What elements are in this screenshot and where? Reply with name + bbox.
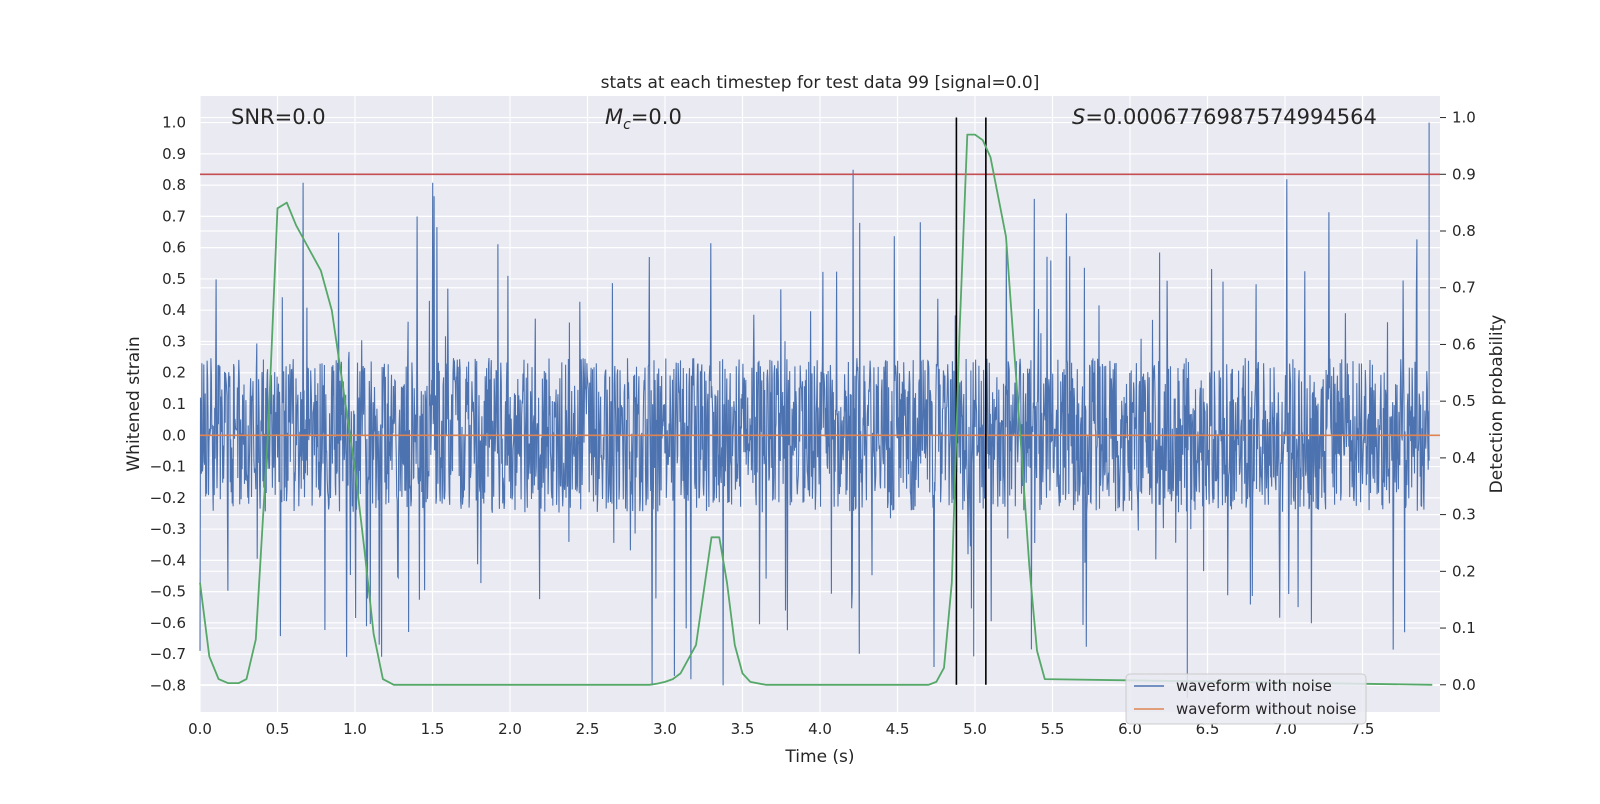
snr-annotation: SNR=0.0 (231, 105, 326, 129)
y-axis-label: Whitened strain (124, 336, 144, 471)
x-tick-label: 0.0 (188, 720, 212, 738)
ticks-layer: 0.0 0.5 1.0 1.5 2.0 2.5 3.0 3.5 4.0 4.5 5.0 5.5 6.0 6… (150, 109, 1476, 738)
stat-value: =0.0006776987574994564 (1085, 105, 1377, 129)
legend-box (1125, 673, 1367, 725)
x-tick-label: 5.0 (963, 720, 987, 738)
y-right-tick-label: 0.5 (1452, 392, 1476, 410)
legend-label-clean: waveform without noise (1176, 700, 1356, 718)
y-tick-label: 0.4 (162, 301, 186, 319)
y-tick-label: 0.9 (162, 145, 186, 163)
y-tick-label: −0.3 (150, 520, 186, 538)
y-tick-label: −0.2 (150, 489, 186, 507)
y-tick-label: −0.8 (150, 676, 186, 694)
y-tick-label: 1.0 (162, 114, 186, 132)
y-tick-label: 0.8 (162, 176, 186, 194)
chirp-mass-subscript: c (623, 117, 631, 133)
x-tick-label: 1.0 (343, 720, 367, 738)
line-layer (199, 117, 1440, 686)
y-tick-label: −0.4 (150, 551, 186, 569)
y-right-tick-label: 0.7 (1452, 279, 1476, 297)
x-tick-label: 3.5 (731, 720, 755, 738)
y-right-tick-label: 0.2 (1452, 562, 1476, 580)
y-right-tick-label: 0.9 (1452, 165, 1476, 183)
legend-label-noise: waveform with noise (1176, 677, 1332, 695)
y-tick-label: 0.7 (162, 207, 186, 225)
y-tick-label: 0.6 (162, 239, 186, 257)
y-tick-label: −0.1 (150, 458, 186, 476)
y-right-axis-label: Detection probability (1487, 315, 1507, 494)
y-tick-label: 0.2 (162, 364, 186, 382)
x-tick-label: 2.5 (576, 720, 600, 738)
x-axis-label: Time (s) (784, 747, 854, 767)
chirp-mass-symbol: M (605, 105, 623, 129)
y-right-tick-label: 0.8 (1452, 222, 1476, 240)
y-right-tick-label: 0.1 (1452, 619, 1476, 637)
chirp-mass-value: =0.0 (631, 105, 682, 129)
y-tick-label: 0.3 (162, 332, 186, 350)
x-tick-label: 3.0 (653, 720, 677, 738)
y-tick-label: 0.1 (162, 395, 186, 413)
x-tick-label: 0.5 (266, 720, 290, 738)
x-tick-label: 2.0 (498, 720, 522, 738)
x-tick-label: 4.5 (886, 720, 910, 738)
y-right-tick-label: 0.6 (1452, 335, 1476, 353)
detection-probability-line (199, 133, 1433, 686)
y-tick-label: 0.5 (162, 270, 186, 288)
stat-annotation: S=0.0006776987574994564 (1072, 105, 1377, 129)
legend: waveform with noise waveform without noi… (1125, 673, 1367, 725)
y-right-tick-label: 0.4 (1452, 449, 1476, 467)
y-right-tick-label: 0.3 (1452, 506, 1476, 524)
y-tick-label: −0.5 (150, 583, 186, 601)
chart-title: stats at each timestep for test data 99 … (601, 73, 1040, 93)
y-right-tick-label: 1.0 (1452, 109, 1476, 127)
x-tick-label: 1.5 (421, 720, 445, 738)
y-tick-label: −0.6 (150, 614, 186, 632)
chirp-mass-annotation: Mc=0.0 (605, 105, 682, 133)
y-tick-label: −0.7 (150, 645, 186, 663)
x-tick-label: 5.5 (1041, 720, 1065, 738)
stat-symbol: S (1072, 105, 1085, 129)
x-tick-label: 4.0 (808, 720, 832, 738)
y-right-tick-label: 0.0 (1452, 676, 1476, 694)
y-tick-label: 0.0 (162, 426, 186, 444)
